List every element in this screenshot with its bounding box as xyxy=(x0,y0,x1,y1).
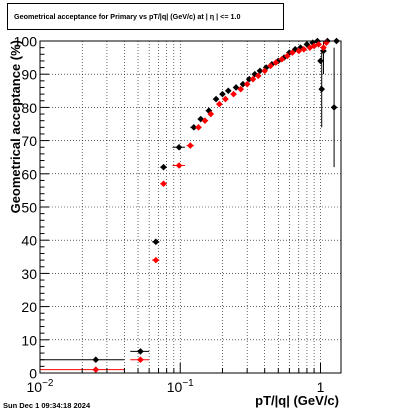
data-point-marker xyxy=(222,95,229,103)
data-point-marker xyxy=(201,117,209,124)
data-point-marker xyxy=(317,57,324,65)
data-point-marker xyxy=(315,41,322,48)
data-point-marker xyxy=(175,162,183,169)
x-axis-title: pT/|q| (GeV/c) xyxy=(255,393,339,408)
x-tick-label: 10−1 xyxy=(167,378,194,395)
data-point-marker xyxy=(219,90,226,98)
chart-title-box: Geometrical acceptance for Primary vs pT… xyxy=(7,3,284,30)
data-point-marker xyxy=(224,87,232,95)
data-point-marker xyxy=(175,143,183,151)
error-bars xyxy=(40,40,339,371)
x-tick-label: 10−2 xyxy=(27,378,54,395)
data-point-marker xyxy=(245,75,253,83)
data-point-marker xyxy=(254,72,262,80)
data-point-marker xyxy=(320,47,327,55)
data-point-marker xyxy=(320,44,327,51)
x-tick-label: 1 xyxy=(317,379,325,395)
data-point-marker xyxy=(318,85,326,93)
data-point-marker xyxy=(284,52,291,60)
data-point-marker xyxy=(160,180,167,188)
data-point-marker xyxy=(295,47,303,55)
data-point-marker xyxy=(152,256,160,264)
y-tick-label: 20 xyxy=(21,299,37,315)
data-point-marker xyxy=(297,44,304,51)
y-axis-title: Geometrical acceptance (%) xyxy=(8,40,23,213)
data-point-marker xyxy=(207,110,215,118)
data-point-marker xyxy=(92,366,100,373)
data-point-marker xyxy=(310,42,318,50)
tick-labels: 0 10 20 30 40 50 60 70 80 90 100 10−2 10−1 1 xyxy=(14,34,325,396)
data-point-marker xyxy=(330,104,338,111)
data-point-marker xyxy=(216,100,223,108)
data-point-marker xyxy=(237,85,245,93)
data-point-marker xyxy=(267,62,274,70)
data-point-marker xyxy=(137,348,144,355)
data-point-marker xyxy=(256,67,264,75)
data-point-marker xyxy=(187,142,194,149)
data-point-marker xyxy=(197,115,205,123)
y-tick-label: 100 xyxy=(14,34,38,50)
data-point-marker xyxy=(230,90,237,98)
data-point-marker xyxy=(249,75,257,83)
axis-ticks xyxy=(39,40,322,374)
y-tick-label: 60 xyxy=(21,166,37,182)
data-point-marker xyxy=(261,67,268,75)
y-tick-label: 30 xyxy=(21,266,37,282)
y-tick-label: 80 xyxy=(21,100,37,116)
data-point-marker xyxy=(190,124,198,131)
y-tick-label: 70 xyxy=(21,133,37,149)
data-point-marker xyxy=(251,70,259,78)
data-point-marker xyxy=(195,124,202,131)
data-point-marker xyxy=(289,49,296,56)
y-tick-label: 50 xyxy=(21,200,37,216)
data-point-marker xyxy=(152,238,160,246)
data-point-marker xyxy=(92,356,100,364)
data-point-marker xyxy=(300,46,308,53)
timestamp-footer: Sun Dec 1 09:34:18 2024 xyxy=(3,401,91,410)
grid-lines xyxy=(39,40,341,374)
data-point-marker xyxy=(137,356,144,364)
data-point-marker xyxy=(306,44,314,51)
data-point-marker xyxy=(239,80,247,88)
data-point-marker xyxy=(243,80,251,88)
data-point-marker xyxy=(212,95,220,103)
data-point-marker xyxy=(205,107,213,115)
y-tick-label: 90 xyxy=(21,67,37,83)
chart-title: Geometrical acceptance for Primary vs pT… xyxy=(14,12,241,21)
data-markers xyxy=(92,37,340,373)
y-tick-label: 10 xyxy=(21,332,37,348)
data-point-marker xyxy=(272,59,280,66)
data-point-marker xyxy=(160,163,167,171)
data-point-marker xyxy=(278,55,286,63)
data-point-marker xyxy=(303,41,311,48)
y-tick-label: 0 xyxy=(29,366,37,382)
y-tick-label: 40 xyxy=(21,233,37,249)
